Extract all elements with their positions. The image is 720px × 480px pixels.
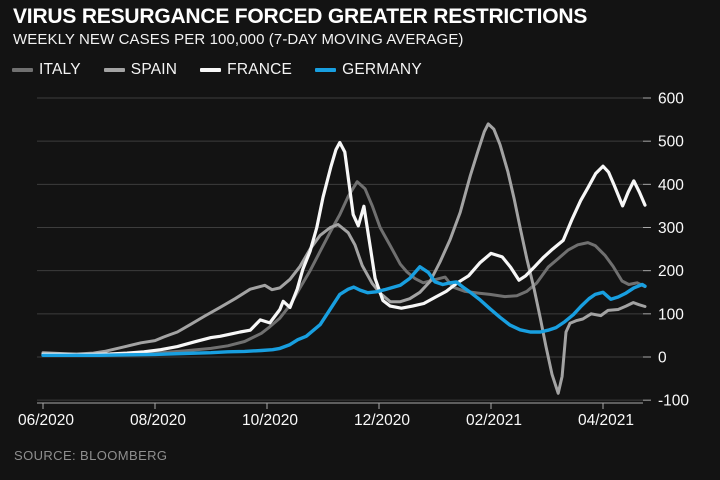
x-tick-label: 06/2020	[18, 412, 74, 429]
x-tick-label: 04/2021	[578, 412, 634, 429]
legend-item-france: FRANCE	[200, 61, 292, 79]
x-tick-label: 12/2020	[354, 412, 410, 429]
y-tick-label: 300	[658, 220, 684, 237]
x-tick-label: 10/2020	[242, 412, 298, 429]
series-line-germany	[41, 265, 647, 357]
chart-subtitle: WEEKLY NEW CASES PER 100,000 (7-DAY MOVI…	[13, 31, 464, 48]
chart-legend: ITALY SPAIN FRANCE GERMANY	[12, 61, 445, 79]
y-tick-label: -100	[658, 393, 689, 410]
series-line-france	[41, 140, 647, 357]
y-tick-label: 600	[658, 91, 684, 108]
legend-label: SPAIN	[130, 61, 178, 78]
legend-label: ITALY	[39, 61, 81, 78]
y-tick-label: 500	[658, 134, 684, 151]
y-tick-label: 400	[658, 177, 684, 194]
source-credit: SOURCE: BLOOMBERG	[14, 448, 168, 463]
legend-label: GERMANY	[342, 61, 422, 78]
x-tick-label: 02/2021	[466, 412, 522, 429]
legend-swatch-icon	[103, 68, 125, 72]
legend-item-germany: GERMANY	[315, 61, 422, 79]
legend-swatch-icon	[12, 68, 33, 72]
y-tick-label: 200	[658, 263, 684, 280]
legend-item-italy: ITALY	[12, 61, 81, 79]
legend-swatch-icon	[315, 68, 337, 72]
series-line-spain	[41, 122, 647, 395]
y-tick-label: 100	[658, 306, 684, 323]
legend-swatch-icon	[200, 68, 222, 72]
legend-item-spain: SPAIN	[103, 61, 178, 79]
y-tick-label: 0	[658, 350, 667, 367]
series-line-italy	[41, 180, 647, 357]
x-tick-label: 08/2020	[130, 412, 186, 429]
legend-label: FRANCE	[227, 61, 293, 78]
chart-title: VIRUS RESURGANCE FORCED GREATER RESTRICT…	[13, 5, 588, 28]
